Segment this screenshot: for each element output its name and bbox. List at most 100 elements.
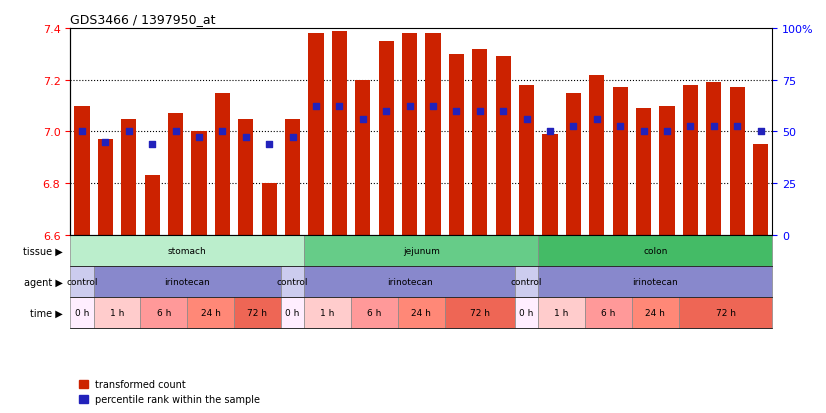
Bar: [632, 297, 679, 328]
Point: [637, 129, 650, 135]
Text: 72 h: 72 h: [715, 309, 735, 317]
Point: [730, 124, 743, 131]
Bar: [304, 235, 539, 266]
Point: [403, 103, 416, 110]
Bar: [281, 297, 304, 328]
Point: [122, 129, 135, 135]
Point: [449, 108, 463, 115]
Text: irinotecan: irinotecan: [633, 278, 678, 286]
Text: 6 h: 6 h: [601, 309, 615, 317]
Point: [707, 124, 720, 131]
Text: 24 h: 24 h: [201, 309, 221, 317]
Bar: [93, 266, 281, 297]
Text: 1 h: 1 h: [320, 309, 335, 317]
Bar: [351, 297, 398, 328]
Bar: [539, 266, 772, 297]
Point: [660, 129, 673, 135]
Point: [99, 139, 112, 146]
Bar: [613, 88, 628, 235]
Bar: [589, 76, 605, 235]
Text: 1 h: 1 h: [110, 309, 124, 317]
Point: [263, 142, 276, 148]
Text: 0 h: 0 h: [285, 309, 300, 317]
Bar: [262, 184, 277, 235]
Point: [169, 129, 183, 135]
Point: [380, 108, 393, 115]
Text: 6 h: 6 h: [157, 309, 171, 317]
Bar: [145, 176, 159, 235]
Point: [286, 134, 299, 141]
Point: [496, 108, 510, 115]
Bar: [539, 235, 772, 266]
Point: [473, 108, 487, 115]
Text: stomach: stomach: [168, 247, 206, 255]
Bar: [192, 132, 206, 235]
Point: [754, 129, 767, 135]
Bar: [93, 297, 140, 328]
Bar: [706, 83, 721, 235]
Bar: [70, 235, 304, 266]
Text: tissue ▶: tissue ▶: [23, 246, 64, 256]
Bar: [496, 57, 510, 235]
Bar: [70, 297, 93, 328]
Bar: [308, 34, 324, 235]
Point: [216, 129, 229, 135]
Bar: [515, 297, 539, 328]
Legend: transformed count, percentile rank within the sample: transformed count, percentile rank withi…: [75, 375, 264, 408]
Bar: [238, 119, 254, 235]
Text: jejunum: jejunum: [403, 247, 439, 255]
Point: [520, 116, 534, 123]
Bar: [188, 297, 234, 328]
Point: [145, 142, 159, 148]
Bar: [585, 297, 632, 328]
Text: colon: colon: [643, 247, 667, 255]
Text: irinotecan: irinotecan: [387, 278, 433, 286]
Text: control: control: [277, 278, 308, 286]
Text: 0 h: 0 h: [520, 309, 534, 317]
Bar: [519, 86, 534, 235]
Text: time ▶: time ▶: [31, 308, 64, 318]
Bar: [679, 297, 772, 328]
Bar: [543, 135, 558, 235]
Bar: [472, 50, 487, 235]
Bar: [398, 297, 444, 328]
Point: [684, 124, 697, 131]
Bar: [659, 107, 675, 235]
Bar: [539, 297, 585, 328]
Text: 24 h: 24 h: [411, 309, 431, 317]
Bar: [121, 119, 136, 235]
Text: control: control: [510, 278, 543, 286]
Point: [567, 124, 580, 131]
Bar: [304, 297, 351, 328]
Bar: [355, 81, 370, 235]
Text: 24 h: 24 h: [645, 309, 665, 317]
Bar: [425, 34, 440, 235]
Bar: [70, 266, 93, 297]
Bar: [636, 109, 651, 235]
Text: GDS3466 / 1397950_at: GDS3466 / 1397950_at: [70, 13, 216, 26]
Point: [356, 116, 369, 123]
Text: 0 h: 0 h: [74, 309, 89, 317]
Bar: [97, 140, 113, 235]
Text: control: control: [66, 278, 97, 286]
Text: 72 h: 72 h: [470, 309, 490, 317]
Bar: [449, 55, 464, 235]
Bar: [304, 266, 515, 297]
Bar: [683, 86, 698, 235]
Bar: [234, 297, 281, 328]
Point: [333, 103, 346, 110]
Point: [614, 124, 627, 131]
Text: 1 h: 1 h: [554, 309, 569, 317]
Text: agent ▶: agent ▶: [24, 277, 64, 287]
Bar: [402, 34, 417, 235]
Bar: [215, 93, 230, 235]
Bar: [281, 266, 304, 297]
Bar: [378, 42, 394, 235]
Point: [591, 116, 604, 123]
Bar: [729, 88, 745, 235]
Point: [544, 129, 557, 135]
Bar: [753, 145, 768, 235]
Bar: [140, 297, 188, 328]
Bar: [168, 114, 183, 235]
Point: [240, 134, 253, 141]
